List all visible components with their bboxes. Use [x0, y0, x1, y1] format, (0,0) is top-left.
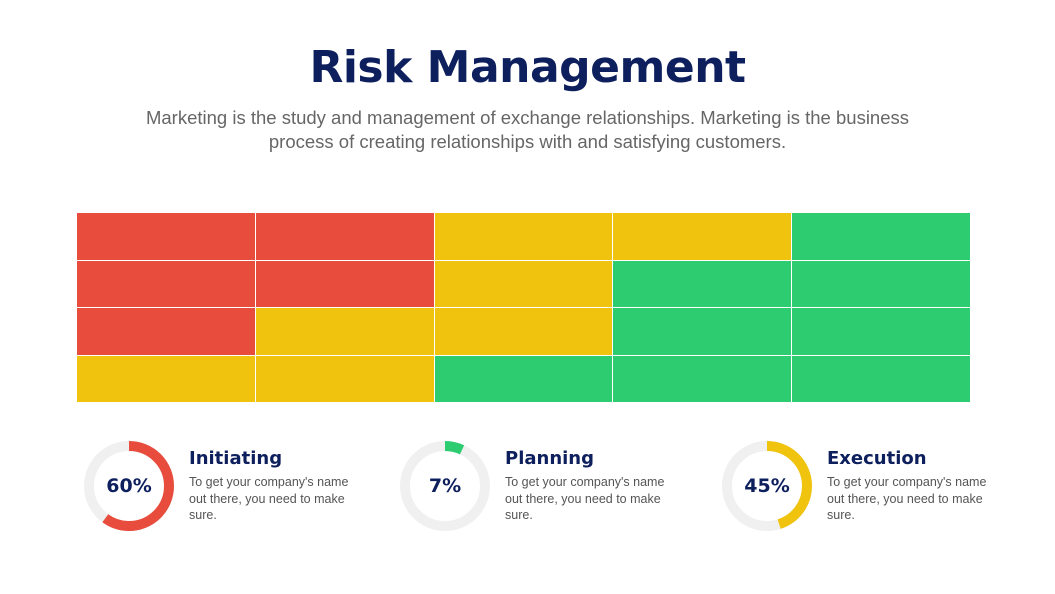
- heatmap-cell-low: [613, 355, 792, 402]
- phase-description: To get your company's name out there, yo…: [505, 475, 665, 522]
- phase-description: To get your company's name out there, yo…: [189, 475, 349, 522]
- phase-title: Execution: [827, 448, 927, 469]
- heatmap-cell-high: [77, 213, 255, 260]
- heatmap-cell-medium: [434, 308, 613, 355]
- phase-title: Planning: [505, 448, 595, 469]
- heatmap-cell-low: [613, 308, 792, 355]
- page-title: Risk Management: [309, 42, 746, 93]
- donut-value-label: 45%: [744, 475, 790, 497]
- heatmap-cell-high: [77, 308, 255, 355]
- donut-chart-initiating: [81, 438, 177, 534]
- heatmap-cell-medium: [434, 260, 613, 307]
- phase-planning: 7% Planning To get your company's name o…: [397, 438, 687, 538]
- phase-initiating: 60% Initiating To get your company's nam…: [81, 438, 371, 538]
- donut-arc-initiating: [84, 441, 174, 531]
- donut-arc-planning: [400, 441, 490, 531]
- heatmap-cell-high: [255, 260, 434, 307]
- phase-title: Initiating: [189, 448, 283, 469]
- heatmap-cell-medium: [255, 355, 434, 402]
- heatmap-cell-low: [792, 260, 970, 307]
- donut-value-label: 7%: [428, 475, 462, 497]
- donut-arc-execution: [722, 441, 812, 531]
- heatmap-cell-high: [255, 213, 434, 260]
- heatmap-cell-low: [613, 260, 792, 307]
- heatmap-cell-low: [792, 308, 970, 355]
- donut-chart-planning: [397, 438, 493, 534]
- phase-description: To get your company's name out there, yo…: [827, 475, 987, 522]
- page-subtitle: Marketing is the study and management of…: [145, 107, 910, 152]
- heatmap-cell-low: [792, 213, 970, 260]
- risk-heatmap: [77, 213, 970, 402]
- phase-execution: 45% Execution To get your company's name…: [719, 438, 1009, 538]
- donut-value-label: 60%: [106, 475, 152, 497]
- donut-chart-execution: [719, 438, 815, 534]
- heatmap-cell-high: [77, 260, 255, 307]
- heatmap-cell-medium: [613, 213, 792, 260]
- heatmap-cell-low: [434, 355, 613, 402]
- heatmap-cell-low: [792, 355, 970, 402]
- heatmap-cell-medium: [255, 308, 434, 355]
- heatmap-cell-medium: [77, 355, 255, 402]
- heatmap-cell-medium: [434, 213, 613, 260]
